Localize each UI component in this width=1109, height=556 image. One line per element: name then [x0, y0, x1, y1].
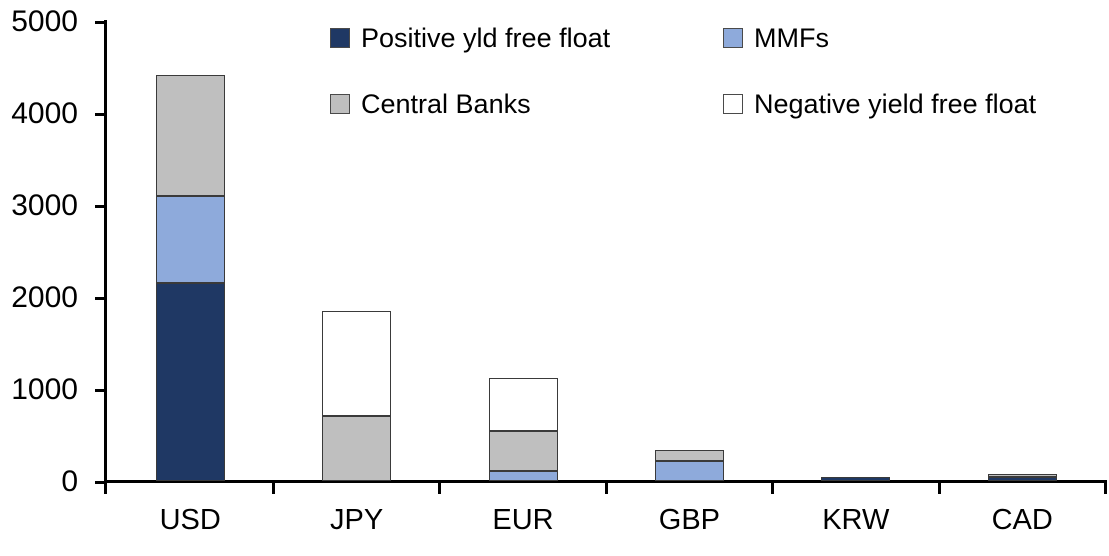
x-axis-tick: [937, 480, 941, 494]
bar-segment-negative-yield-free-float: [322, 311, 392, 416]
y-axis-tick-label: 3000: [11, 189, 78, 222]
bar-segment-central-banks: [322, 416, 392, 481]
x-axis-label-krw: KRW: [822, 504, 890, 536]
y-axis-tick-label: 2000: [11, 281, 78, 314]
legend-swatch-central-banks: [330, 94, 350, 114]
y-axis-line: [104, 20, 107, 494]
bar-segment-mmfs: [488, 471, 558, 481]
x-axis-tick: [438, 480, 442, 494]
legend-swatch-mmfs: [723, 28, 743, 48]
y-axis-tick: [95, 113, 104, 116]
bar-segment-positive-yld-free-float: [987, 477, 1057, 481]
y-axis-tick: [95, 21, 104, 24]
y-axis-tick: [95, 205, 104, 208]
legend-item: Positive yld free float: [330, 24, 610, 52]
bar-segment-central-banks: [155, 75, 225, 196]
bar-segment-mmfs: [654, 461, 724, 481]
y-axis-tick-label: 5000: [11, 5, 78, 38]
x-axis-label-usd: USD: [159, 504, 221, 536]
legend-swatch-negative-yield-free-float: [723, 94, 743, 114]
y-axis-tick-label: 0: [61, 465, 78, 498]
legend-swatch-positive-yld-free-float: [330, 28, 350, 48]
x-axis-tick: [1103, 480, 1107, 494]
y-axis-tick: [95, 389, 104, 392]
bar-segment-positive-yld-free-float: [821, 477, 891, 481]
bar-segment-negative-yield-free-float: [488, 378, 558, 431]
y-axis-tick: [95, 481, 104, 484]
bar-cad: [987, 474, 1057, 481]
bar-krw: [821, 477, 891, 481]
legend-item: Central Banks: [330, 90, 531, 118]
bar-gbp: [654, 450, 724, 481]
y-axis-tick-label: 1000: [11, 373, 78, 406]
x-axis-label-gbp: GBP: [658, 504, 721, 536]
bar-segment-central-banks: [654, 450, 724, 461]
legend-item: Negative yield free float: [723, 90, 1036, 118]
bar-segment-central-banks: [987, 474, 1057, 477]
legend-label: Central Banks: [361, 88, 531, 119]
bar-segment-mmfs: [155, 196, 225, 283]
bar-segment-positive-yld-free-float: [155, 283, 225, 481]
legend-item: MMFs: [723, 24, 829, 52]
legend-label: MMFs: [754, 22, 829, 53]
x-axis-label-eur: EUR: [492, 504, 554, 536]
bar-usd: [155, 75, 225, 481]
y-axis-tick: [95, 297, 104, 300]
x-axis-label-jpy: JPY: [330, 504, 384, 536]
x-axis-tick: [771, 480, 775, 494]
legend-label: Negative yield free float: [754, 88, 1037, 119]
bar-eur: [488, 378, 558, 481]
legend-label: Positive yld free float: [361, 22, 611, 53]
x-axis-tick: [271, 480, 275, 494]
x-axis-tick: [604, 480, 608, 494]
bar-jpy: [322, 311, 392, 481]
y-axis-tick-label: 4000: [11, 97, 78, 130]
x-axis-label-cad: CAD: [991, 504, 1053, 536]
bar-segment-central-banks: [488, 431, 558, 471]
